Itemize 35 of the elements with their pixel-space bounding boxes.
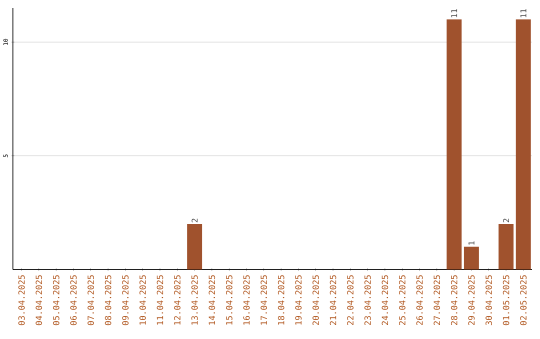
bar xyxy=(516,19,531,270)
x-tick-label: 19.04.2025 xyxy=(295,275,302,324)
bar xyxy=(187,224,202,270)
x-tick-label: 17.04.2025 xyxy=(260,275,268,324)
x-tick-label: 01.05.2025 xyxy=(502,275,510,325)
x-tick-label: 06.04.2025 xyxy=(70,275,77,325)
x-tick-label: 12.04.2025 xyxy=(174,275,180,324)
x-tick-label: 28.04.2025 xyxy=(450,275,458,325)
x-tick-label: 29.04.2025 xyxy=(468,275,475,325)
x-tick-label: 07.04.2025 xyxy=(88,275,94,325)
x-tick-label: 15.04.2025 xyxy=(226,275,232,324)
x-tick-label: 05.04.2025 xyxy=(52,275,60,325)
x-tick-label: 04.04.2025 xyxy=(36,275,42,325)
x-tick-label: 20.04.2025 xyxy=(312,275,319,325)
x-tick-label: 18.04.2025 xyxy=(278,275,284,324)
x-tick-label: 10.04.2025 xyxy=(139,275,146,324)
x-tick-label: 23.04.2025 xyxy=(364,275,371,325)
x-tick-label: 22.04.2025 xyxy=(347,275,354,325)
x-tick-label: 27.04.2025 xyxy=(434,275,440,325)
x-tick-label: 24.04.2025 xyxy=(382,275,388,325)
x-tick-label: 25.04.2025 xyxy=(399,275,406,325)
bar xyxy=(464,246,479,270)
x-tick-label: 03.04.2025 xyxy=(18,275,25,325)
bar xyxy=(498,224,514,270)
x-tick-label: 02.05.2025 xyxy=(520,275,527,325)
x-tick-label: 08.04.2025 xyxy=(104,275,112,325)
x-tick-label: 14.04.2025 xyxy=(208,275,216,324)
bar xyxy=(446,19,462,270)
x-tick-label: 09.04.2025 xyxy=(122,275,129,325)
x-tick-label: 13.04.2025 xyxy=(191,275,198,324)
x-tick-label: 21.04.2025 xyxy=(330,275,336,325)
x-tick-label: 11.04.2025 xyxy=(156,275,164,324)
x-tick-label: 16.04.2025 xyxy=(243,275,250,324)
x-tick-label: 30.04.2025 xyxy=(486,275,492,325)
x-tick-label: 26.04.2025 xyxy=(416,275,423,325)
